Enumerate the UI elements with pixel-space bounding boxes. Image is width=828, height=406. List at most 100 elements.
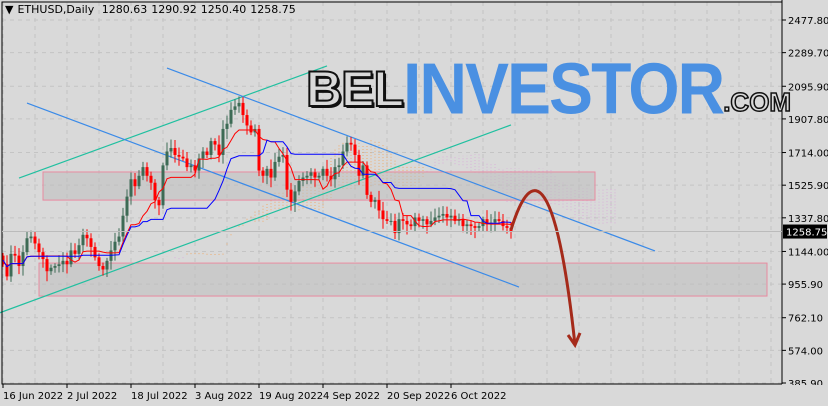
candle-body bbox=[229, 109, 233, 124]
candle-body bbox=[21, 252, 25, 267]
candle bbox=[197, 153, 201, 179]
candle-body bbox=[5, 264, 9, 277]
time-tick-label: 4 Sep 2022 bbox=[323, 391, 380, 402]
candle bbox=[397, 212, 401, 241]
candle-body bbox=[417, 217, 421, 221]
candle bbox=[265, 165, 269, 185]
candle-body bbox=[429, 220, 433, 225]
forecast-arrow bbox=[509, 189, 577, 346]
price-tick-label: 574.00 bbox=[788, 346, 823, 357]
price-tick-label: 1525.90 bbox=[788, 181, 828, 192]
candle-body bbox=[465, 224, 469, 227]
candle bbox=[477, 222, 481, 232]
candle bbox=[13, 245, 17, 263]
chart-header: ▼ ETHUSD,Daily 1280.63 1290.92 1250.40 1258.… bbox=[5, 3, 300, 16]
candle-body bbox=[33, 236, 37, 244]
candle-body bbox=[117, 236, 121, 242]
candle bbox=[173, 140, 177, 163]
candle bbox=[473, 222, 477, 239]
teal-channel-upper bbox=[18, 65, 328, 179]
candle-body bbox=[133, 179, 137, 187]
candle-body bbox=[409, 224, 413, 227]
price-axis-bg bbox=[782, 0, 828, 406]
price-tick-label: 955.90 bbox=[788, 280, 823, 291]
candle bbox=[409, 219, 413, 230]
candle-body bbox=[121, 215, 125, 237]
candle-body bbox=[485, 219, 489, 225]
candle-body bbox=[213, 141, 217, 145]
candle bbox=[461, 213, 465, 233]
price-tick-label: 2477.80 bbox=[788, 16, 828, 27]
candle-body bbox=[325, 168, 329, 176]
candle-body bbox=[449, 215, 453, 218]
ohlc-high: 1290.92 bbox=[151, 3, 197, 16]
candle bbox=[321, 166, 325, 181]
candle-body bbox=[149, 175, 153, 183]
candle-body bbox=[245, 115, 249, 126]
candle bbox=[141, 161, 145, 181]
candle bbox=[145, 162, 149, 182]
candle bbox=[177, 147, 181, 166]
ohlc-open: 1280.63 bbox=[101, 3, 148, 16]
candle bbox=[97, 253, 101, 271]
candle-body bbox=[433, 217, 437, 221]
candle bbox=[257, 124, 261, 177]
candle-body bbox=[201, 151, 205, 159]
arrow-head-icon bbox=[566, 332, 582, 349]
candle-body bbox=[81, 234, 85, 246]
candle bbox=[385, 211, 389, 225]
candle bbox=[349, 136, 353, 151]
candle-body bbox=[293, 191, 297, 202]
candle bbox=[69, 242, 73, 268]
candle bbox=[213, 138, 217, 151]
candle bbox=[437, 207, 441, 223]
candle-body bbox=[373, 200, 377, 202]
candle-body bbox=[305, 175, 309, 178]
current-price-label: 1258.75 bbox=[786, 228, 827, 239]
triangle-down-icon[interactable]: ▼ bbox=[5, 3, 14, 16]
candle bbox=[357, 150, 361, 185]
candle bbox=[425, 216, 429, 234]
candle-body bbox=[285, 154, 289, 190]
candle bbox=[493, 211, 497, 233]
candle-body bbox=[241, 102, 245, 116]
candle-body bbox=[77, 245, 81, 254]
price-tick-label: 1337.80 bbox=[788, 214, 828, 225]
candle bbox=[249, 120, 253, 136]
candle-body bbox=[349, 142, 353, 145]
candle bbox=[181, 149, 185, 162]
candle bbox=[305, 171, 309, 185]
candle-body bbox=[425, 219, 429, 225]
candle-body bbox=[265, 168, 269, 176]
candle-body bbox=[41, 252, 45, 260]
candle bbox=[313, 168, 317, 187]
candle-body bbox=[461, 219, 465, 227]
candle-body bbox=[25, 238, 29, 253]
logo-part-bel: BEL bbox=[305, 60, 405, 118]
candle bbox=[497, 211, 501, 224]
candle-body bbox=[281, 154, 285, 157]
candle-body bbox=[441, 213, 445, 216]
time-tick-label: 3 Aug 2022 bbox=[195, 391, 253, 402]
candle-body bbox=[353, 144, 357, 155]
candle bbox=[129, 172, 133, 205]
price-tick-label: 2095.90 bbox=[788, 82, 828, 93]
candle-body bbox=[453, 215, 457, 221]
candle-body bbox=[181, 156, 185, 159]
candle-body bbox=[157, 200, 161, 206]
candle bbox=[445, 206, 449, 226]
candle-body bbox=[469, 224, 473, 227]
candle bbox=[485, 210, 489, 231]
candle-body bbox=[277, 156, 281, 162]
tenkan-sen-line bbox=[2, 129, 512, 268]
candle bbox=[337, 157, 341, 178]
candle bbox=[353, 139, 357, 163]
candle bbox=[25, 231, 29, 256]
candle-body bbox=[497, 219, 501, 221]
candle-body bbox=[209, 141, 213, 155]
support-zone bbox=[38, 262, 768, 297]
time-tick-label: 6 Oct 2022 bbox=[451, 391, 506, 402]
ohlc-close: 1258.75 bbox=[250, 3, 296, 16]
